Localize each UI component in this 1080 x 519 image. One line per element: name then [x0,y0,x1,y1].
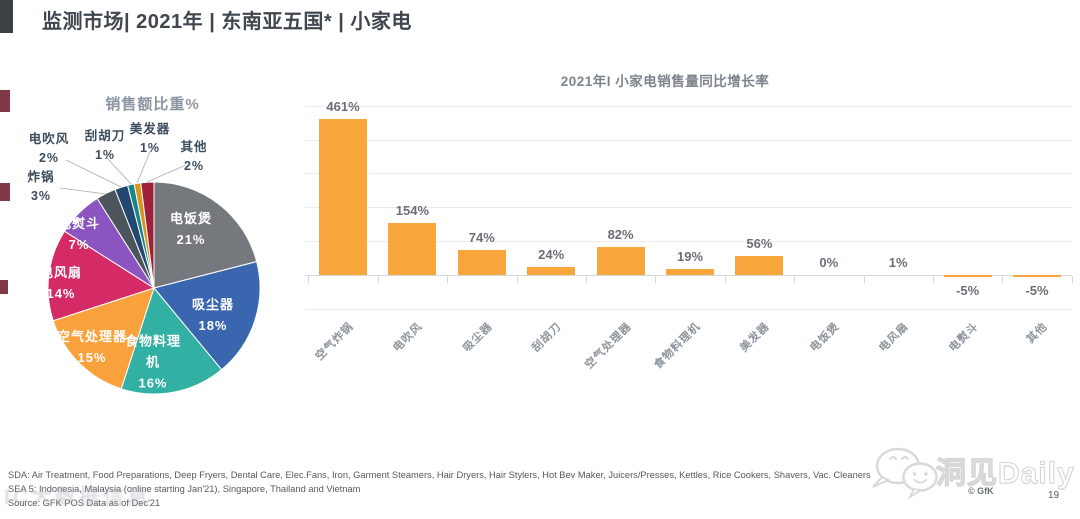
pie-label-其他: 其他 2% [180,140,208,173]
bar-chart-title: 2021年I 小家电销售量同比增长率 [560,74,770,89]
pie-slice-电吹风 [114,184,155,289]
pie-label-美发器: 美发器 1% [129,122,171,155]
pie-label-食物料理机: 食物料理 机 16% [124,333,182,391]
bar-value-label: 154% [395,202,430,218]
axis-tick [1071,276,1073,283]
bar-电熨斗 [943,275,992,277]
pie-slice-美发器 [133,182,155,289]
footnote-source: Source: GFK POS Data as of Dec'21 [8,498,161,508]
left-watermark: IC大数据信息 [4,486,151,509]
pie-label-电熨斗: 电熨斗 7% [57,216,101,252]
page-number: 19 [1048,490,1060,501]
bar-gridline [305,308,1072,310]
bar-value-label: 56% [746,236,773,252]
axis-tick [863,276,865,283]
bar-value-label: 24% [538,246,565,262]
bar-value-label: 74% [468,229,495,245]
bar-value-label: 1% [888,254,908,270]
footnote-sda-definition: SDA: Air Treatment, Food Preparations, D… [8,470,871,480]
bar-value-label: 0% [819,255,839,270]
pie-label-电吹风: 电吹风 2% [28,132,70,165]
pie-label-刮胡刀: 刮胡刀 1% [84,129,126,162]
bar-空气处理器 [596,247,645,275]
bar-gridline [305,105,1072,107]
axis-tick [308,276,310,283]
axis-tick [447,276,449,283]
bar-gridline [305,207,1072,209]
axis-tick [794,276,796,283]
pie-label-电饭煲: 电饭煲 21% [169,211,213,247]
pie-slice-炸锅 [96,188,155,289]
header-accent-block [0,0,13,33]
axis-tick [655,276,657,283]
bar-axis-line [305,275,1072,276]
page-title: 监测市场| 2021年 | 东南亚五国* | 小家电 [42,11,412,33]
copyright-label: © GfK [968,486,994,496]
bar-空气炸锅 [319,118,367,275]
bar-电吹风 [388,222,437,275]
pie-chart-title: 销售额比重% [105,96,200,113]
bar-美发器 [735,256,784,275]
axis-tick [932,276,934,283]
axis-tick [724,276,726,283]
bar-刮胡刀 [527,266,576,275]
left-edge-mark [0,280,8,294]
bar-gridline [305,173,1072,175]
bar-value-label: 461% [326,98,360,114]
bar-value-label: -5% [1025,282,1049,298]
bar-吸尘器 [457,249,506,275]
pie-leader-line [59,187,107,195]
bar-食物料理机 [666,268,714,275]
pie-label-空气处理器: 空气处理器 15% [56,329,128,365]
bar-value-label: -5% [956,282,980,298]
right-watermark-text: 洞见Daily [935,456,1075,490]
left-edge-mark [0,183,10,201]
axis-tick [585,276,587,283]
pie-slice-其他 [140,181,155,289]
axis-tick [516,276,518,283]
axis-tick [377,276,379,283]
pie-label-吸尘器: 吸尘器 18% [191,297,235,333]
footnote-sea5-definition: SEA 5: Indonesia, Malaysia (online start… [8,484,361,494]
chat-bubbles-icon [872,447,938,500]
pie-slice-刮胡刀 [127,183,155,289]
axis-tick [1002,276,1004,283]
bar-其他 [1013,275,1061,277]
pie-label-电风扇: 电风扇 14% [39,265,83,301]
bar-value-label: 19% [676,248,704,264]
left-edge-mark [0,90,10,112]
bar-gridline [305,139,1072,141]
bar-gridline [305,241,1072,243]
bar-value-label: 82% [607,227,634,243]
pie-label-炸锅: 炸锅 3% [27,170,55,203]
